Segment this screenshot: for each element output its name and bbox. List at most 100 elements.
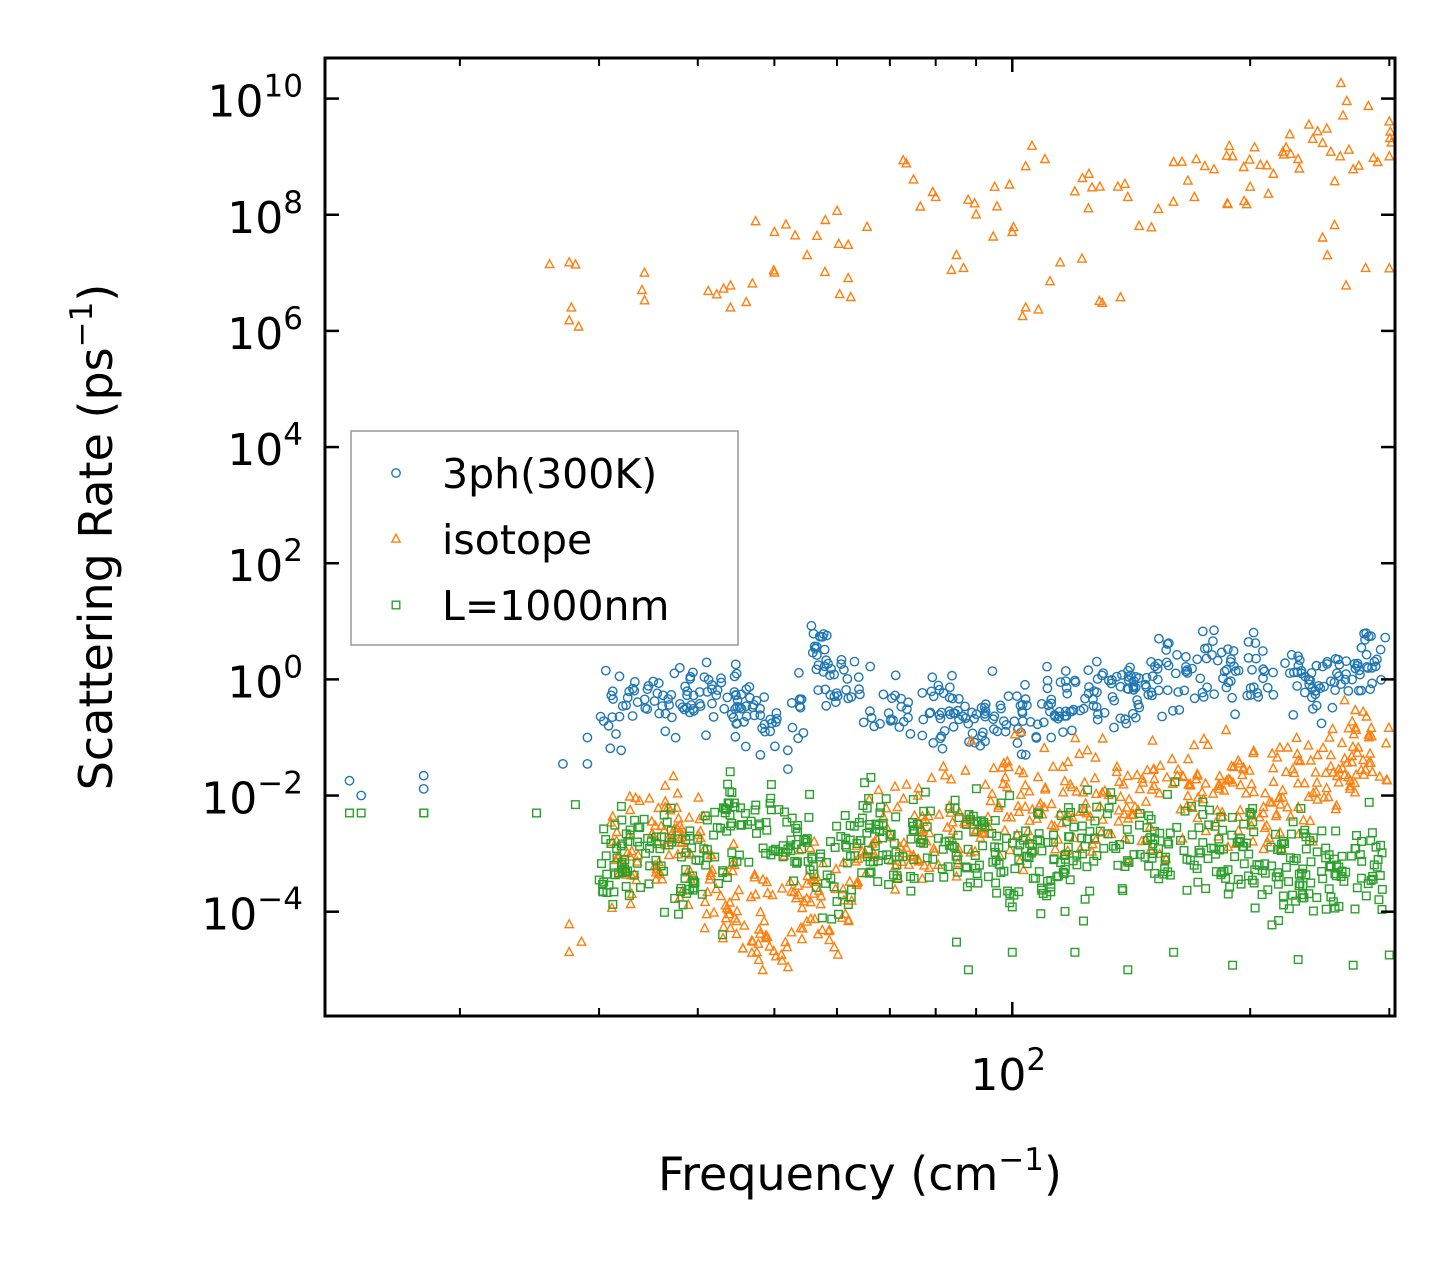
data-point (1325, 145, 1337, 156)
data-point (1109, 722, 1119, 733)
data-point (673, 812, 684, 823)
data-point (866, 772, 876, 782)
data-point (1351, 844, 1361, 854)
data-point (970, 851, 980, 861)
data-point (1367, 765, 1378, 777)
data-point (778, 852, 788, 862)
data-point (697, 889, 707, 899)
data-point (919, 806, 929, 816)
data-point (701, 860, 711, 870)
data-point (1097, 813, 1109, 824)
data-point (1357, 753, 1369, 765)
data-point (1163, 837, 1173, 847)
data-point (882, 850, 892, 860)
data-point (1204, 805, 1214, 815)
data-point (1344, 774, 1356, 785)
data-point (1346, 715, 1358, 726)
data-point (1230, 666, 1241, 677)
data-point (659, 795, 671, 806)
data-point (1104, 675, 1114, 686)
data-point (710, 882, 722, 894)
data-point (754, 927, 766, 938)
data-point (601, 851, 611, 861)
data-point (878, 689, 889, 700)
data-point (1344, 782, 1356, 793)
data-point (1288, 766, 1300, 777)
data-point (1352, 883, 1362, 893)
data-point (1284, 904, 1294, 914)
data-point (1080, 841, 1090, 851)
data-point (1022, 851, 1032, 861)
data-point (1093, 709, 1103, 719)
data-point (1346, 756, 1358, 767)
data-point (718, 282, 729, 293)
data-point (603, 720, 614, 731)
data-point (1358, 768, 1370, 779)
data-point (1268, 689, 1279, 700)
data-point (1131, 768, 1143, 780)
data-point (845, 821, 855, 831)
data-point (1337, 762, 1348, 773)
data-point (798, 728, 809, 738)
data-point (702, 284, 714, 296)
data-point (1147, 734, 1158, 745)
data-point (837, 883, 849, 894)
data-point (808, 835, 820, 846)
data-point (1208, 163, 1220, 174)
data-point (1262, 682, 1273, 693)
data-point (1020, 679, 1030, 690)
data-point (1361, 649, 1372, 660)
data-point (685, 848, 697, 859)
data-point (1285, 853, 1295, 863)
data-point (1170, 668, 1181, 679)
data-point (751, 800, 761, 810)
data-point (1306, 857, 1316, 867)
data-point (1317, 867, 1327, 877)
data-point (963, 718, 974, 729)
data-point (1059, 775, 1071, 786)
data-point (1244, 153, 1255, 164)
data-point (1288, 710, 1299, 720)
data-point (685, 831, 695, 841)
data-point (1118, 808, 1130, 819)
data-point (1307, 683, 1318, 693)
data-point (1060, 864, 1070, 874)
data-point (1293, 651, 1304, 662)
data-point (1160, 864, 1170, 874)
data-point (1343, 143, 1355, 154)
data-point (716, 677, 727, 688)
data-point (744, 682, 755, 692)
data-point (418, 784, 429, 794)
data-point (925, 806, 935, 816)
data-point (702, 687, 713, 697)
data-point (715, 890, 727, 901)
data-point (722, 826, 732, 836)
data-point (990, 842, 1000, 852)
data-point (1350, 904, 1360, 914)
data-point (928, 691, 939, 702)
data-point (821, 878, 831, 888)
data-point (887, 693, 897, 704)
data-point (997, 850, 1007, 860)
data-point (1249, 878, 1259, 888)
data-point (1271, 751, 1283, 762)
data-point (766, 793, 776, 803)
data-point (1140, 795, 1152, 806)
data-point (1341, 656, 1352, 666)
data-point (998, 757, 1010, 768)
data-point (1260, 868, 1270, 878)
data-point (1117, 884, 1127, 894)
data-point (1039, 152, 1051, 164)
data-point (658, 690, 668, 701)
data-point (1226, 760, 1237, 771)
data-point (1317, 741, 1329, 752)
data-point (654, 708, 665, 719)
data-point (747, 277, 758, 288)
data-point (1233, 875, 1243, 885)
data-point (660, 708, 671, 719)
data-point (796, 901, 808, 913)
data-point (922, 822, 932, 832)
data-point (639, 694, 650, 705)
data-point (729, 671, 740, 682)
data-point (1326, 892, 1336, 902)
